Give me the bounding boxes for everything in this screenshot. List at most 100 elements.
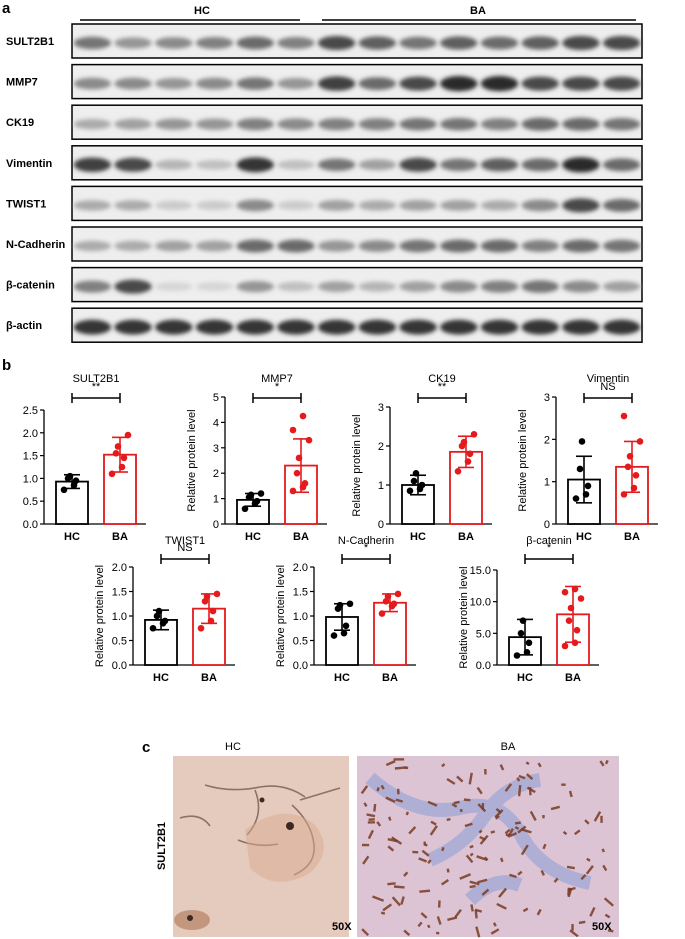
y-tick-label: 3: [213, 443, 219, 455]
data-point-hc: [247, 491, 255, 499]
blot-band: [562, 198, 600, 213]
y-tick-label: 0.0: [476, 660, 491, 672]
blot-band: [399, 319, 437, 335]
blot-band: [195, 282, 234, 291]
blot-band: [155, 200, 193, 210]
blot-band: [195, 77, 234, 90]
data-point-ba: [394, 590, 402, 598]
significance-marker: **: [92, 381, 101, 393]
blot-band: [562, 319, 600, 335]
blot-band: [155, 118, 193, 130]
blot-band: [73, 319, 112, 335]
blot-band: [521, 158, 559, 172]
data-point-ba: [573, 626, 581, 634]
blot-band: [358, 281, 397, 292]
blot-band: [277, 200, 315, 210]
x-category-label: BA: [565, 672, 581, 684]
data-point-hc: [149, 624, 157, 632]
blot-band: [480, 118, 519, 131]
data-point-ba: [454, 468, 462, 475]
blot-band: [114, 279, 152, 294]
y-tick-label: 1.5: [112, 587, 127, 599]
y-tick-label: 0.0: [293, 660, 308, 672]
ihc-ba-magnification: 50X: [592, 921, 612, 933]
blot-band: [195, 37, 234, 49]
data-point-ba: [209, 607, 217, 615]
blot-band: [399, 157, 437, 172]
blot-row: TWIST1: [6, 185, 643, 222]
blot-band: [602, 158, 641, 172]
blot-band: [521, 280, 559, 293]
data-point-hc: [412, 470, 420, 477]
bar-chart: CK19** 0 1 2 3 Relative protein level HC BA: [351, 373, 492, 543]
data-point-hc: [72, 477, 80, 484]
y-tick-label: 3: [378, 402, 384, 414]
x-category-label: HC: [517, 672, 533, 684]
blot-row-label: β-catenin: [6, 280, 55, 292]
blot-band: [602, 319, 641, 335]
blot-band: [73, 119, 112, 130]
x-category-label: HC: [153, 672, 169, 684]
chart-title: Vimentin: [587, 373, 630, 385]
x-category-label: BA: [201, 672, 217, 684]
blot-band: [195, 160, 234, 170]
blot-band: [562, 157, 600, 173]
data-point-hc: [418, 481, 426, 489]
blot-band: [440, 200, 478, 211]
blot-band: [562, 36, 600, 50]
data-point-ba: [390, 600, 398, 608]
blot-band: [73, 36, 112, 50]
data-point-hc: [340, 629, 348, 637]
blot-band: [358, 36, 397, 50]
data-point-ba: [571, 639, 579, 647]
y-tick-label: 0.5: [293, 636, 308, 648]
data-point-hc: [330, 632, 338, 639]
y-axis-label: Relative protein level: [351, 414, 363, 516]
data-point-ba: [624, 463, 632, 471]
blot-band: [521, 36, 559, 50]
data-point-hc: [523, 649, 531, 656]
ihc-hc-image: 50X: [173, 756, 352, 937]
data-point-ba: [620, 412, 628, 420]
blot-band: [358, 200, 397, 211]
blot-band: [521, 319, 559, 335]
y-axis-label: Relative protein level: [517, 409, 529, 511]
blot-row: SULT2B1: [6, 23, 643, 59]
blot-band: [521, 76, 559, 91]
blot-band: [602, 281, 641, 292]
blot-band: [155, 319, 193, 335]
blot-band: [236, 77, 274, 90]
x-category-label: HC: [334, 672, 350, 684]
y-axis-label: Relative protein level: [275, 565, 287, 667]
data-point-hc: [257, 490, 265, 497]
y-tick-label: 4: [213, 417, 219, 429]
y-tick-label: 1.0: [23, 473, 38, 485]
blot-band: [236, 157, 274, 173]
chart-title: N-Cadherin: [338, 535, 394, 547]
data-point-ba: [289, 426, 297, 434]
blot-band: [317, 319, 356, 335]
blot-band: [277, 239, 315, 253]
bar-chart: MMP7* 0 1 2 3 4 5 Relative protein level HC BA: [186, 373, 327, 543]
blot-band: [114, 319, 152, 335]
chart-title: MMP7: [261, 373, 293, 385]
blot-band: [317, 118, 356, 131]
blot-band: [521, 117, 559, 131]
blot-group-hc-label: HC: [194, 5, 210, 17]
data-point-ba: [197, 624, 205, 632]
blot-band: [399, 76, 437, 91]
blot-band: [195, 319, 234, 335]
y-axis-label: Relative protein level: [94, 565, 106, 667]
y-tick-label: 15.0: [470, 565, 491, 577]
significance-marker: **: [438, 381, 447, 393]
significance-marker: *: [364, 542, 369, 554]
blot-band: [358, 319, 397, 335]
ihc-ba-image: 50X: [357, 756, 619, 938]
blot-row-label: SULT2B1: [6, 36, 54, 48]
bar-chart: N-Cadherin* 0.0 0.5 1.0 1.5 2.0 Relative prote…: [275, 535, 416, 684]
blot-band: [399, 118, 437, 131]
data-point-ba: [561, 642, 569, 650]
panel-label-b: b: [2, 357, 11, 374]
